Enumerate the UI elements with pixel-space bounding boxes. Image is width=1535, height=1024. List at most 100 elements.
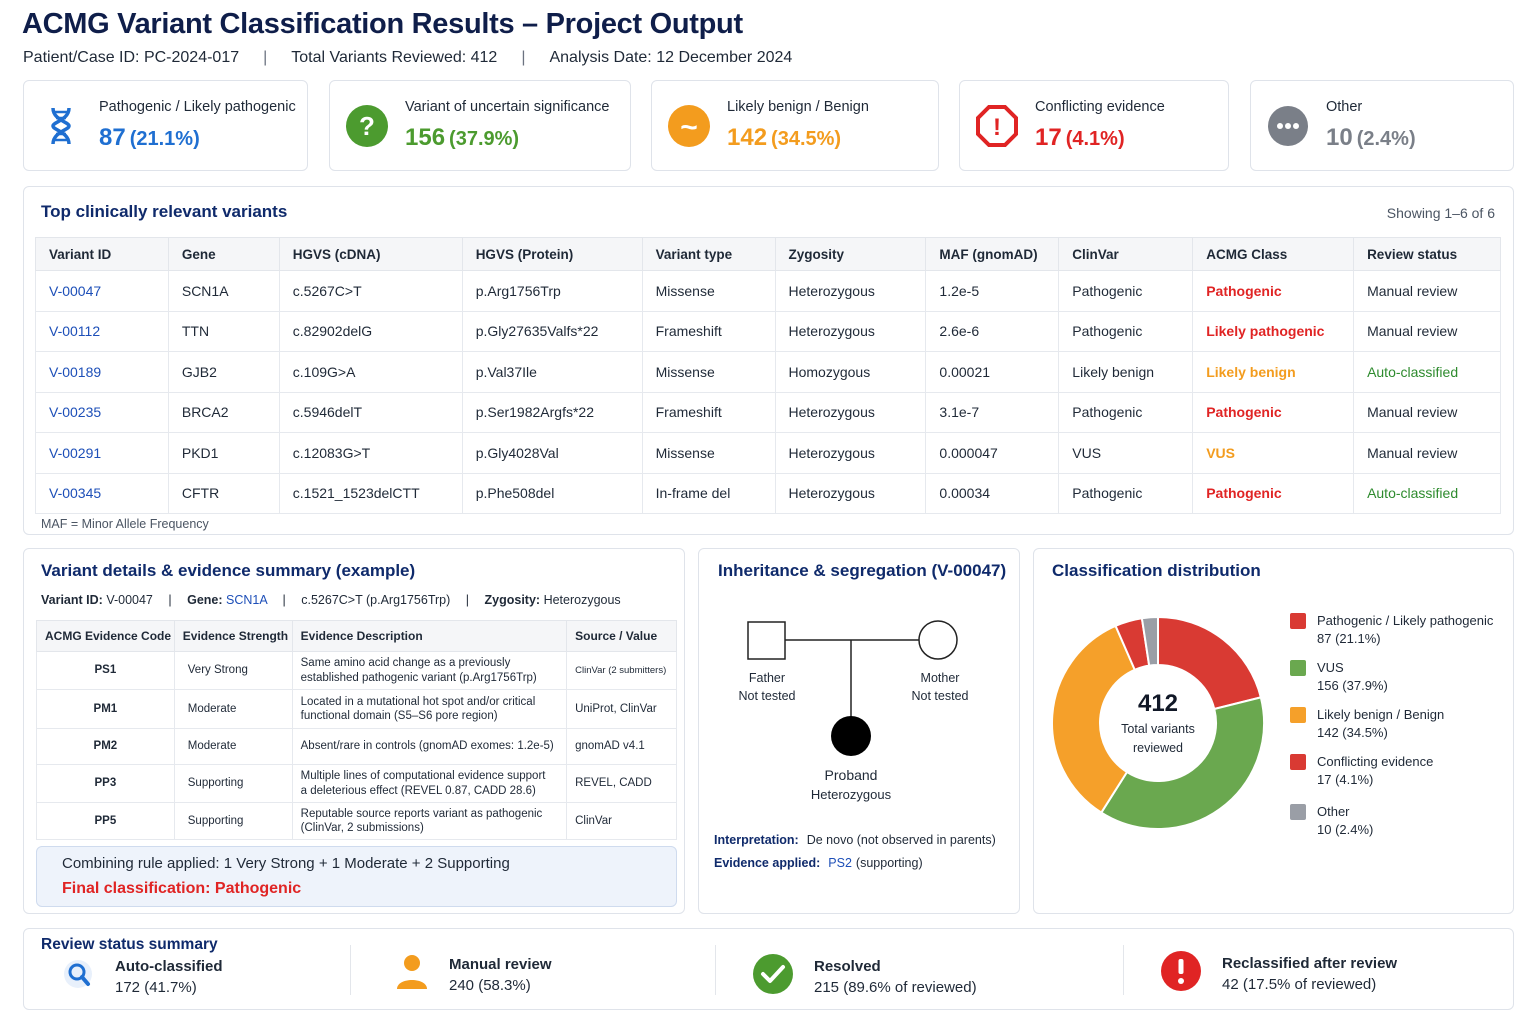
evidence-strength: Moderate	[173, 689, 293, 729]
cell-cdna: c.82902delG	[278, 310, 463, 352]
cell-id[interactable]: V-00047	[35, 270, 169, 312]
summary-card-benign[interactable]: ~ Likely benign / Benign 142 (34.5%)	[651, 80, 939, 171]
legend-item[interactable]: Conflicting evidence 17 (4.1%)	[1290, 753, 1433, 789]
cell-cdna: c.109G>A	[278, 351, 463, 393]
description-line: functional domain (S5–S6 pore region)	[300, 710, 498, 722]
card-count: 10	[1326, 124, 1353, 151]
cell-status: Manual review	[1353, 270, 1501, 312]
cell-protein: p.Arg1756Trp	[461, 270, 643, 312]
card-label: Other	[1326, 99, 1363, 115]
cell-protein: p.Val37Ile	[461, 351, 643, 393]
evidence-applied-line: Evidence applied: PS2 (supporting)	[714, 856, 923, 870]
maf-footnote: MAF = Minor Allele Frequency	[41, 517, 209, 531]
column-header[interactable]: Gene	[167, 237, 280, 271]
summary-card-pathogenic[interactable]: Pathogenic / Likely pathogenic 87 (21.1%)	[23, 80, 308, 171]
cell-id[interactable]: V-00189	[35, 351, 169, 393]
legend-item[interactable]: Likely benign / Benign 142 (34.5%)	[1290, 706, 1444, 742]
table-row[interactable]: V-00047 SCN1A c.5267C>T p.Arg1756Trp Missens…	[35, 270, 1501, 312]
variant-id-label: Variant ID:	[41, 593, 103, 607]
table-row[interactable]: V-00235 BRCA2 c.5946delT p.Ser1982Argfs*22 F…	[35, 391, 1501, 433]
description-line: Multiple lines of computational evidence…	[300, 770, 546, 783]
cell-zyg: Heterozygous	[774, 432, 927, 474]
legend-item[interactable]: Pathogenic / Likely pathogenic 87 (21.1%)	[1290, 612, 1493, 648]
cell-gene: BRCA2	[167, 391, 280, 433]
card-percent: (21.1%)	[129, 128, 200, 150]
review-resolved: Resolved 215 (89.6% of reviewed)	[752, 953, 977, 1000]
summary-card-other[interactable]: Other 10 (2.4%)	[1250, 80, 1514, 171]
cell-id[interactable]: V-00235	[35, 391, 169, 433]
evidence-source: gnomAD v4.1	[566, 728, 677, 765]
evidence-title: Variant details & evidence summary (exam…	[41, 561, 416, 580]
cell-zyg: Homozygous	[774, 351, 927, 393]
table-row[interactable]: V-00112 TTN c.82902delG p.Gly27635Valfs*22 F…	[35, 310, 1501, 352]
review-auto-classified: Auto-classified 172 (41.7%)	[63, 958, 223, 996]
cell-protein: p.Gly4028Val	[461, 432, 643, 474]
review-reclassified: Reclassified after review 42 (17.5% of r…	[1160, 950, 1397, 997]
proband-status: Heterozygous	[810, 787, 892, 802]
dna-icon	[39, 104, 83, 148]
column-header[interactable]: MAF (gnomAD)	[925, 237, 1060, 271]
final-classification: Final classification: Pathogenic	[62, 880, 302, 897]
description-line: a deleterious effect (REVEL 0.87, CADD 2…	[300, 784, 536, 797]
evidence-code: PS1	[36, 651, 175, 690]
column-header[interactable]: HGVS (Protein)	[461, 237, 643, 271]
cell-protein: p.Gly27635Valfs*22	[461, 310, 643, 352]
donut-slice[interactable]	[1099, 696, 1265, 830]
cell-cdna: c.12083G>T	[278, 432, 463, 474]
column-header: Evidence Description	[291, 620, 568, 652]
cell-type: Missense	[641, 432, 776, 474]
evidence-source: ClinVar	[566, 802, 677, 840]
card-count: 87	[99, 124, 126, 151]
column-header[interactable]: Zygosity	[774, 237, 927, 271]
separator: |	[465, 593, 470, 607]
evidence-source: ClinVar (2 submitters)	[566, 651, 677, 690]
column-header[interactable]: ClinVar	[1058, 237, 1194, 271]
review-value: 240 (58.3%)	[449, 976, 531, 994]
check-circle-icon	[752, 953, 794, 1000]
separator: |	[168, 593, 172, 607]
column-header[interactable]: HGVS (cDNA)	[278, 237, 463, 271]
cell-clinvar: Pathogenic	[1058, 270, 1194, 312]
cell-id[interactable]: V-00112	[35, 310, 169, 352]
distribution-panel	[1033, 548, 1514, 914]
mother-status: Not tested	[911, 689, 969, 703]
review-value: 215 (89.6% of reviewed)	[814, 978, 977, 996]
evidence-code-link[interactable]: PS2	[828, 856, 852, 870]
cell-id[interactable]: V-00291	[35, 432, 169, 474]
cell-id[interactable]: V-00345	[35, 472, 169, 514]
legend-swatch	[1290, 613, 1306, 629]
column-header[interactable]: Review status	[1353, 237, 1501, 271]
table-row[interactable]: V-00189 GJB2 c.109G>A p.Val37Ile Missense Hom…	[35, 351, 1501, 393]
donut-slice[interactable]	[1051, 624, 1137, 814]
legend-swatch	[1290, 707, 1306, 723]
evidence-row: PM2 Moderate Absent/rare in controls (gnom…	[36, 728, 677, 765]
donut-slice[interactable]	[1140, 615, 1159, 667]
table-row[interactable]: V-00291 PKD1 c.12083G>T p.Gly4028Val Missens…	[35, 432, 1501, 474]
card-count: 156	[405, 124, 446, 151]
svg-text:~: ~	[680, 111, 698, 144]
variant-id-value: V-00047	[106, 593, 153, 607]
column-header[interactable]: Variant type	[641, 237, 776, 271]
gene-value[interactable]: SCN1A	[226, 593, 268, 607]
cell-acmg: Pathogenic	[1192, 391, 1355, 433]
table-row[interactable]: V-00345 CFTR c.1521_1523delCTT p.Phe508del I…	[35, 472, 1501, 514]
legend-item[interactable]: Other 10 (2.4%)	[1290, 803, 1373, 839]
summary-card-conflicting[interactable]: ! Conflicting evidence 17 (4.1%)	[959, 80, 1229, 171]
legend-value: 17 (4.1%)	[1317, 772, 1374, 787]
column-header[interactable]: Variant ID	[35, 237, 169, 271]
cell-gene: GJB2	[167, 351, 280, 393]
svg-text:!: !	[993, 114, 1001, 141]
legend-swatch	[1290, 754, 1306, 770]
legend-item[interactable]: VUS 156 (37.9%)	[1290, 659, 1388, 695]
evidence-row: PP5 Supporting Reputable source reports va…	[36, 802, 677, 840]
evidence-description: Multiple lines of computational evidence…	[291, 764, 568, 803]
column-header[interactable]: ACMG Class	[1192, 237, 1355, 271]
summary-card-vus[interactable]: ? Variant of uncertain significance 156(…	[329, 80, 631, 171]
evidence-description: Absent/rare in controls (gnomAD exomes: …	[291, 728, 568, 765]
legend-value: 87 (21.1%)	[1317, 631, 1381, 646]
zygosity-label: Zygosity:	[484, 593, 541, 607]
cell-type: Frameshift	[641, 391, 776, 433]
review-label: Auto-classified	[115, 958, 223, 975]
description-line: Reputable source reports variant as path…	[300, 807, 543, 820]
person-icon	[395, 953, 429, 996]
